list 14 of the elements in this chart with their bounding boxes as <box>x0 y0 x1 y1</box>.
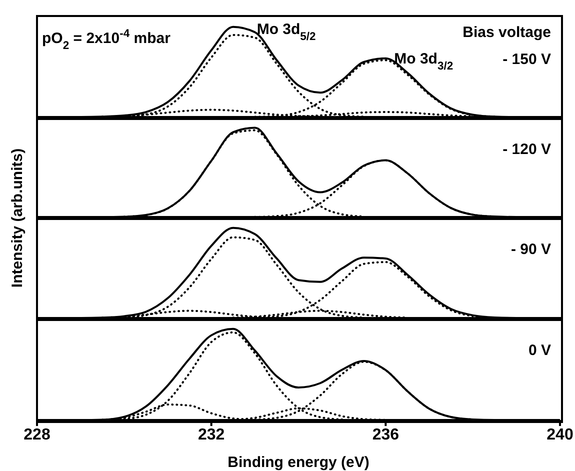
annotation: Mo 3d$_{3/2}$ <box>394 50 454 73</box>
x-tick-label: 232 <box>198 426 225 444</box>
x-tick-label: 228 <box>24 426 50 444</box>
y-axis-title: Intensity (arb.units) <box>9 148 26 288</box>
annotation: - 90 V <box>510 241 551 258</box>
x-axis-title: Binding energy (eV) <box>228 454 370 471</box>
x-tick-label: 236 <box>372 426 400 444</box>
annotation: pO$_{2}$ = 2x10$^{-4}$ mbar <box>42 28 171 52</box>
annotation: - 150 V <box>502 51 551 68</box>
annotation: Mo 3d$_{5/2}$ <box>256 20 316 43</box>
annotation: 0 V <box>528 342 551 359</box>
x-tick-label: 240 <box>546 426 574 444</box>
annotation: - 120 V <box>502 141 551 158</box>
annotation: Bias voltage <box>462 24 551 41</box>
